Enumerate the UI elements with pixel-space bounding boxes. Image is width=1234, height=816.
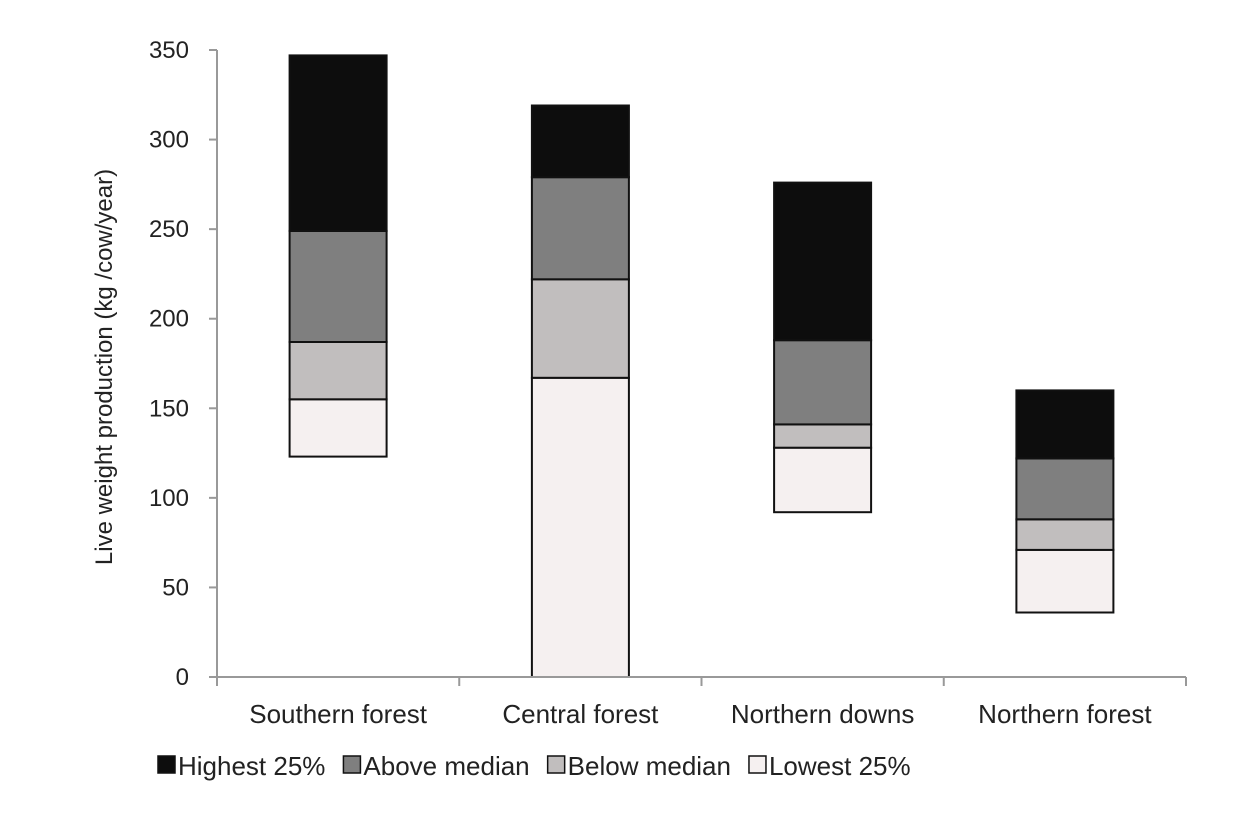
x-category-label: Southern forest <box>249 699 428 729</box>
legend-label: Lowest 25% <box>769 751 911 781</box>
y-tick-label: 100 <box>149 485 189 512</box>
legend-label: Above median <box>363 751 529 781</box>
y-tick-label: 250 <box>149 216 189 243</box>
y-axis-title: Live weight production (kg /cow/year) <box>91 169 118 565</box>
y-tick-label: 300 <box>149 127 189 154</box>
y-tick-label: 200 <box>149 306 189 333</box>
x-category-label: Northern downs <box>731 699 915 729</box>
bar-above-median-southern-forest <box>288 229 388 343</box>
bar-above-median-northern-downs <box>773 339 873 426</box>
bar-lowest-25-southern-forest <box>288 398 388 458</box>
legend-label: Highest 25% <box>178 751 325 781</box>
bar-above-median-central-forest <box>530 176 630 281</box>
bar-highest-25-northern-forest <box>1015 389 1115 460</box>
bar-below-median-southern-forest <box>288 341 388 401</box>
legend: Highest 25% Above median Below median Lowes… <box>157 751 911 781</box>
bar-below-median-central-forest <box>530 278 630 379</box>
bar-lowest-25-central-forest <box>530 376 630 678</box>
bars-layer <box>288 54 1115 678</box>
legend-swatch <box>157 755 176 774</box>
y-tick-label: 150 <box>149 395 189 422</box>
bar-above-median-northern-forest <box>1015 457 1115 521</box>
x-category-label: Northern forest <box>978 699 1152 729</box>
bar-below-median-northern-downs <box>773 423 873 449</box>
bar-lowest-25-northern-forest <box>1015 548 1115 614</box>
bar-highest-25-central-forest <box>530 104 630 179</box>
bar-highest-25-northern-downs <box>773 181 873 342</box>
y-tick-label: 0 <box>176 664 189 691</box>
bar-highest-25-southern-forest <box>288 54 388 233</box>
legend-label: Below median <box>568 751 731 781</box>
x-category-label: Central forest <box>502 699 659 729</box>
y-tick-label: 50 <box>162 574 189 601</box>
y-tick-label: 350 <box>149 37 189 64</box>
legend-swatch <box>546 755 566 774</box>
bar-lowest-25-northern-downs <box>773 446 873 514</box>
axes-layer: 0 50 100 150 200 250 300 350 Southern forest Cent… <box>149 37 1187 729</box>
bar-below-median-northern-forest <box>1015 518 1115 551</box>
legend-swatch <box>342 755 362 774</box>
legend-swatch <box>748 755 767 774</box>
